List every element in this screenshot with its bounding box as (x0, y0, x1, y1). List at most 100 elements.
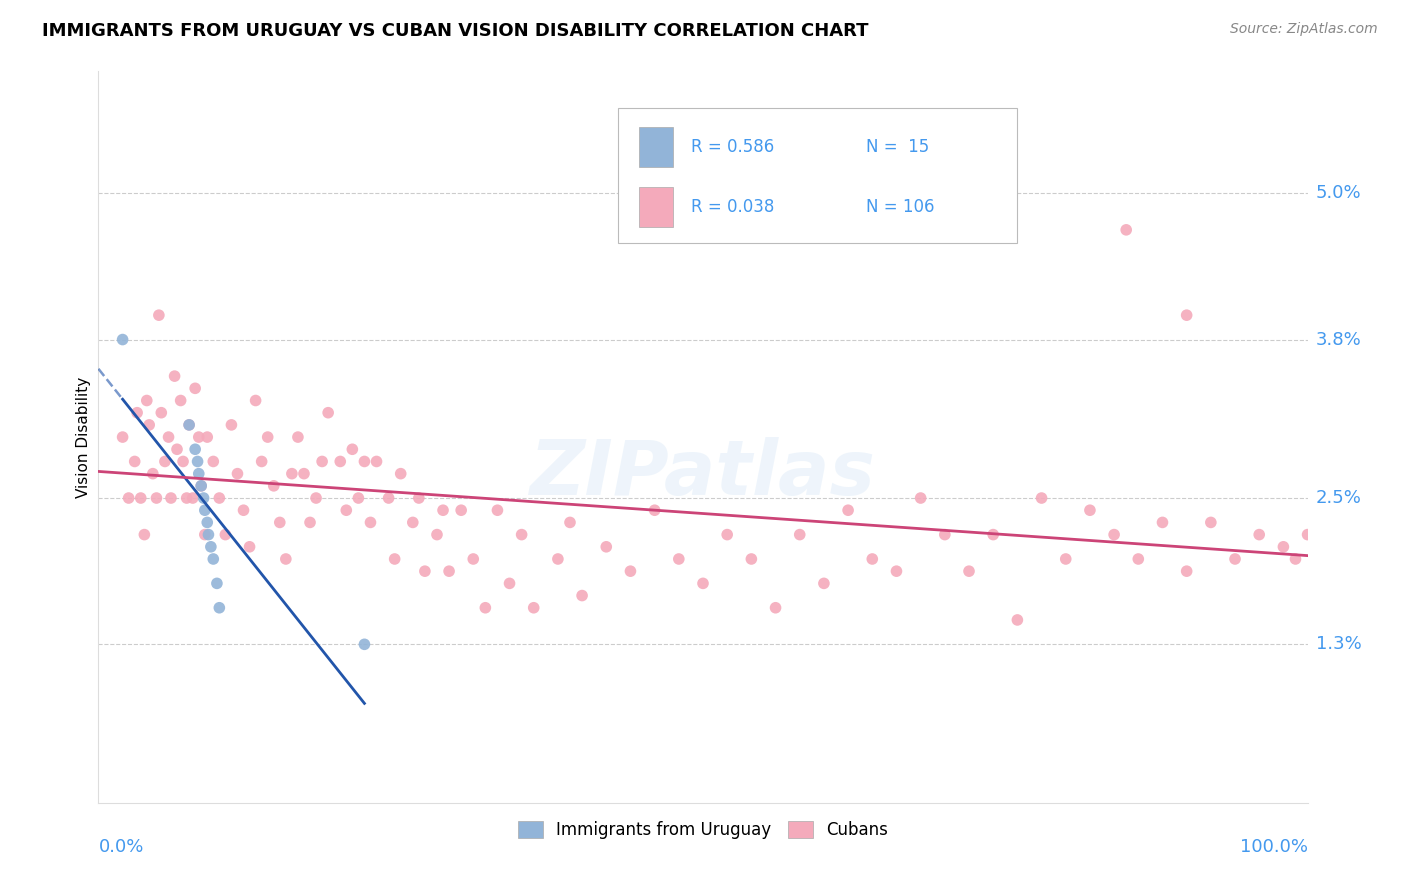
Point (486, 503, 509, 517)
Point (129, 491, 152, 505)
Point (250, 454, 273, 468)
Text: N = 106: N = 106 (866, 198, 935, 216)
Point (571, 589, 593, 603)
Point (1296, 527, 1319, 541)
Point (232, 503, 254, 517)
Point (153, 454, 176, 468)
Point (426, 527, 449, 541)
Point (187, 467, 209, 481)
Point (245, 393, 267, 408)
Point (1272, 540, 1295, 554)
Point (644, 503, 666, 517)
Point (886, 564, 908, 578)
Point (619, 564, 641, 578)
Point (176, 491, 198, 505)
Point (360, 516, 382, 530)
Point (558, 516, 581, 530)
Point (184, 381, 207, 395)
Point (205, 576, 228, 591)
Point (287, 430, 309, 444)
Point (1152, 516, 1174, 530)
Point (1249, 527, 1271, 541)
Point (157, 430, 180, 444)
Point (160, 491, 183, 505)
Point (860, 552, 883, 566)
Point (413, 564, 436, 578)
Point (335, 503, 357, 517)
Point (134, 527, 156, 541)
Point (353, 637, 375, 651)
Point (200, 540, 222, 554)
Point (450, 503, 472, 517)
Point (305, 491, 328, 505)
Point (463, 552, 485, 566)
Point (190, 479, 212, 493)
Point (202, 454, 225, 468)
Point (169, 393, 191, 408)
Point (190, 479, 212, 493)
Legend: Immigrants from Uruguay, Cubans: Immigrants from Uruguay, Cubans (512, 814, 894, 846)
Point (311, 454, 333, 468)
Point (1115, 223, 1137, 237)
Point (813, 576, 835, 591)
Point (299, 516, 322, 530)
Point (1223, 552, 1246, 566)
Point (111, 430, 134, 444)
Point (202, 552, 225, 566)
Point (187, 454, 209, 468)
Point (208, 491, 231, 505)
Point (957, 564, 980, 578)
Text: R = 0.586: R = 0.586 (690, 137, 775, 156)
Point (135, 393, 157, 408)
Point (194, 503, 217, 517)
Point (163, 369, 186, 384)
Point (1102, 527, 1125, 541)
Point (214, 527, 236, 541)
Point (193, 491, 215, 505)
Point (347, 491, 370, 505)
Point (1284, 552, 1306, 566)
Point (221, 417, 243, 432)
Point (981, 527, 1004, 541)
Point (179, 417, 201, 432)
Point (432, 503, 454, 517)
Point (111, 333, 134, 347)
Text: IMMIGRANTS FROM URUGUAY VS CUBAN VISION DISABILITY CORRELATION CHART: IMMIGRANTS FROM URUGUAY VS CUBAN VISION … (42, 22, 869, 40)
Bar (638, 127, 673, 167)
Point (194, 527, 217, 541)
Point (353, 454, 375, 468)
Point (197, 527, 219, 541)
Point (124, 454, 146, 468)
Text: 2.5%: 2.5% (1316, 489, 1362, 507)
Point (166, 442, 188, 457)
Point (377, 491, 399, 505)
Point (142, 467, 165, 481)
Point (145, 491, 167, 505)
Point (474, 600, 496, 615)
Point (510, 527, 533, 541)
Point (292, 467, 315, 481)
Text: 1.3%: 1.3% (1316, 635, 1361, 653)
Point (498, 576, 520, 591)
Text: N =  15: N = 15 (866, 137, 929, 156)
Point (389, 467, 412, 481)
Text: 100.0%: 100.0% (1240, 838, 1308, 855)
Point (740, 552, 762, 566)
Point (837, 503, 859, 517)
Point (402, 516, 425, 530)
Text: 3.8%: 3.8% (1316, 331, 1361, 349)
Point (269, 516, 291, 530)
Point (179, 417, 201, 432)
Point (239, 540, 262, 554)
Bar (638, 186, 673, 227)
Point (1128, 552, 1150, 566)
Point (523, 600, 546, 615)
Point (1199, 516, 1222, 530)
Point (127, 406, 149, 420)
Point (1175, 308, 1198, 322)
Y-axis label: Vision Disability: Vision Disability (76, 376, 91, 498)
Point (195, 516, 218, 530)
Point (148, 308, 170, 322)
Point (437, 564, 460, 578)
Point (910, 491, 932, 505)
